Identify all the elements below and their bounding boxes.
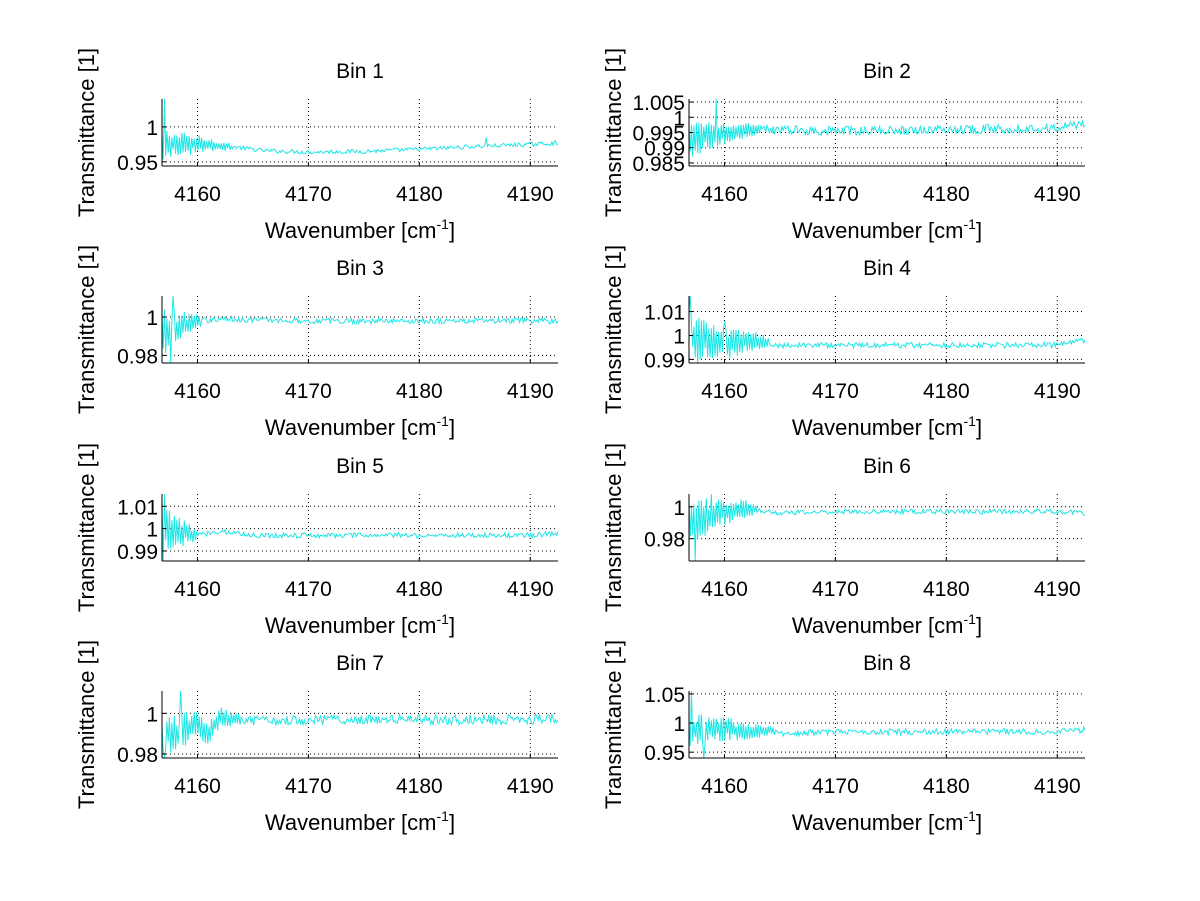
x-tick-label: 4180 [923, 380, 970, 403]
y-axis-label: Transmittance [1] [74, 245, 99, 414]
x-tick-label: 4180 [396, 380, 443, 403]
x-tick-label: 4180 [923, 183, 970, 206]
x-axis-label: Wavenumber [cm-1] [265, 413, 455, 440]
x-tick-label: 4170 [812, 183, 859, 206]
subplot-bin-1: Bin 1 4160 4170 4180 4190 0.95 1 Wavenumber [cm… [74, 48, 559, 243]
x-axis-label: Wavenumber [cm-1] [265, 611, 455, 638]
x-tick-label: 4160 [174, 183, 221, 206]
y-tick-label: 1.005 [632, 92, 685, 115]
x-tick-label: 4170 [285, 380, 332, 403]
subplot-title: Bin 7 [336, 652, 384, 675]
transmittance-series-line [688, 295, 1086, 364]
y-axis-label: Transmittance [1] [601, 245, 626, 414]
y-tick-label: 0.95 [117, 152, 158, 175]
subplot-bin-8: Bin 8 4160 4170 4180 4190 0.95 1 1.05 Wavenumber… [601, 640, 1086, 835]
subplot-bin-6: Bin 6 4160 4170 4180 4190 0.98 1 Wavenumber [cm… [601, 443, 1086, 638]
y-tick-label: 0.985 [632, 153, 685, 176]
x-axis-label: Wavenumber [cm-1] [792, 413, 982, 440]
subplot-bin-7: Bin 7 4160 4170 4180 4190 0.98 1 Wavenumber [cm… [74, 640, 559, 835]
subplot-title: Bin 1 [336, 60, 384, 83]
y-tick-label: 1.01 [644, 302, 685, 325]
x-tick-label: 4180 [923, 578, 970, 601]
transmittance-series-line [161, 98, 559, 160]
subplot-title: Bin 4 [863, 257, 911, 280]
y-axis-label: Transmittance [1] [601, 443, 626, 612]
y-tick-label: 0.99 [644, 349, 685, 372]
x-tick-label: 4190 [507, 775, 554, 798]
subplot-bin-2: Bin 2 4160 4170 4180 4190 0.9850.990.99511.00… [601, 48, 1086, 243]
y-axis-label: Transmittance [1] [601, 48, 626, 217]
x-tick-label: 4180 [396, 775, 443, 798]
x-tick-label: 4190 [507, 578, 554, 601]
y-tick-label: 1 [146, 307, 158, 330]
x-tick-label: 4190 [1034, 775, 1081, 798]
x-tick-label: 4190 [1034, 578, 1081, 601]
y-axis-label: Transmittance [1] [74, 48, 99, 217]
y-tick-label: 0.99 [644, 138, 685, 161]
y-tick-label: 1 [146, 703, 158, 726]
y-axis-label: Transmittance [1] [74, 443, 99, 612]
x-tick-label: 4190 [507, 183, 554, 206]
x-tick-label: 4160 [701, 775, 748, 798]
x-tick-label: 4170 [285, 775, 332, 798]
y-tick-label: 0.98 [117, 345, 158, 368]
y-tick-label: 0.98 [644, 529, 685, 552]
x-axis-label: Wavenumber [cm-1] [265, 808, 455, 835]
transmittance-series-line [688, 98, 1086, 157]
x-tick-label: 4170 [812, 578, 859, 601]
x-tick-label: 4180 [923, 775, 970, 798]
transmittance-series-line [161, 690, 559, 759]
subplot-title: Bin 2 [863, 60, 911, 83]
transmittance-series-line [688, 690, 1086, 759]
x-tick-label: 4190 [1034, 183, 1081, 206]
x-axis-label: Wavenumber [cm-1] [792, 216, 982, 243]
x-tick-label: 4190 [1034, 380, 1081, 403]
x-axis-label: Wavenumber [cm-1] [792, 611, 982, 638]
subplot-title: Bin 6 [863, 455, 911, 478]
subplot-bin-3: Bin 3 4160 4170 4180 4190 0.98 1 Wavenumber [cm… [74, 245, 559, 440]
subplot-title: Bin 3 [336, 257, 384, 280]
x-tick-label: 4160 [174, 775, 221, 798]
x-tick-label: 4160 [701, 578, 748, 601]
transmittance-series-line [161, 295, 559, 364]
subplot-title: Bin 8 [863, 652, 911, 675]
y-axis-label: Transmittance [1] [601, 640, 626, 809]
x-tick-label: 4180 [396, 183, 443, 206]
y-tick-label: 1 [673, 325, 685, 348]
x-axis-label: Wavenumber [cm-1] [265, 216, 455, 243]
subplot-grid: Bin 1 4160 4170 4180 4190 0.95 1 Wavenumber [cm… [74, 48, 1086, 835]
y-tick-label: 1.05 [644, 684, 685, 707]
y-tick-label: 1 [146, 519, 158, 542]
y-axis-label: Transmittance [1] [74, 640, 99, 809]
subplot-title: Bin 5 [336, 455, 384, 478]
x-tick-label: 4170 [812, 380, 859, 403]
x-tick-label: 4160 [174, 578, 221, 601]
y-tick-label: 0.99 [117, 541, 158, 564]
x-tick-label: 4170 [812, 775, 859, 798]
x-tick-label: 4160 [174, 380, 221, 403]
y-tick-label: 0.995 [632, 123, 685, 146]
y-tick-label: 1 [673, 107, 685, 130]
x-tick-label: 4160 [701, 380, 748, 403]
y-tick-label: 1 [673, 713, 685, 736]
x-tick-label: 4180 [396, 578, 443, 601]
x-tick-label: 4190 [507, 380, 554, 403]
transmittance-series-line [688, 493, 1086, 562]
y-tick-label: 1 [673, 497, 685, 520]
y-tick-label: 0.98 [117, 744, 158, 767]
transmittance-series-line [161, 493, 559, 562]
y-tick-label: 1 [146, 117, 158, 140]
x-tick-label: 4160 [701, 183, 748, 206]
y-tick-label: 0.95 [644, 742, 685, 765]
x-tick-label: 4170 [285, 183, 332, 206]
x-axis-label: Wavenumber [cm-1] [792, 808, 982, 835]
y-tick-label: 1.01 [117, 496, 158, 519]
x-tick-label: 4170 [285, 578, 332, 601]
